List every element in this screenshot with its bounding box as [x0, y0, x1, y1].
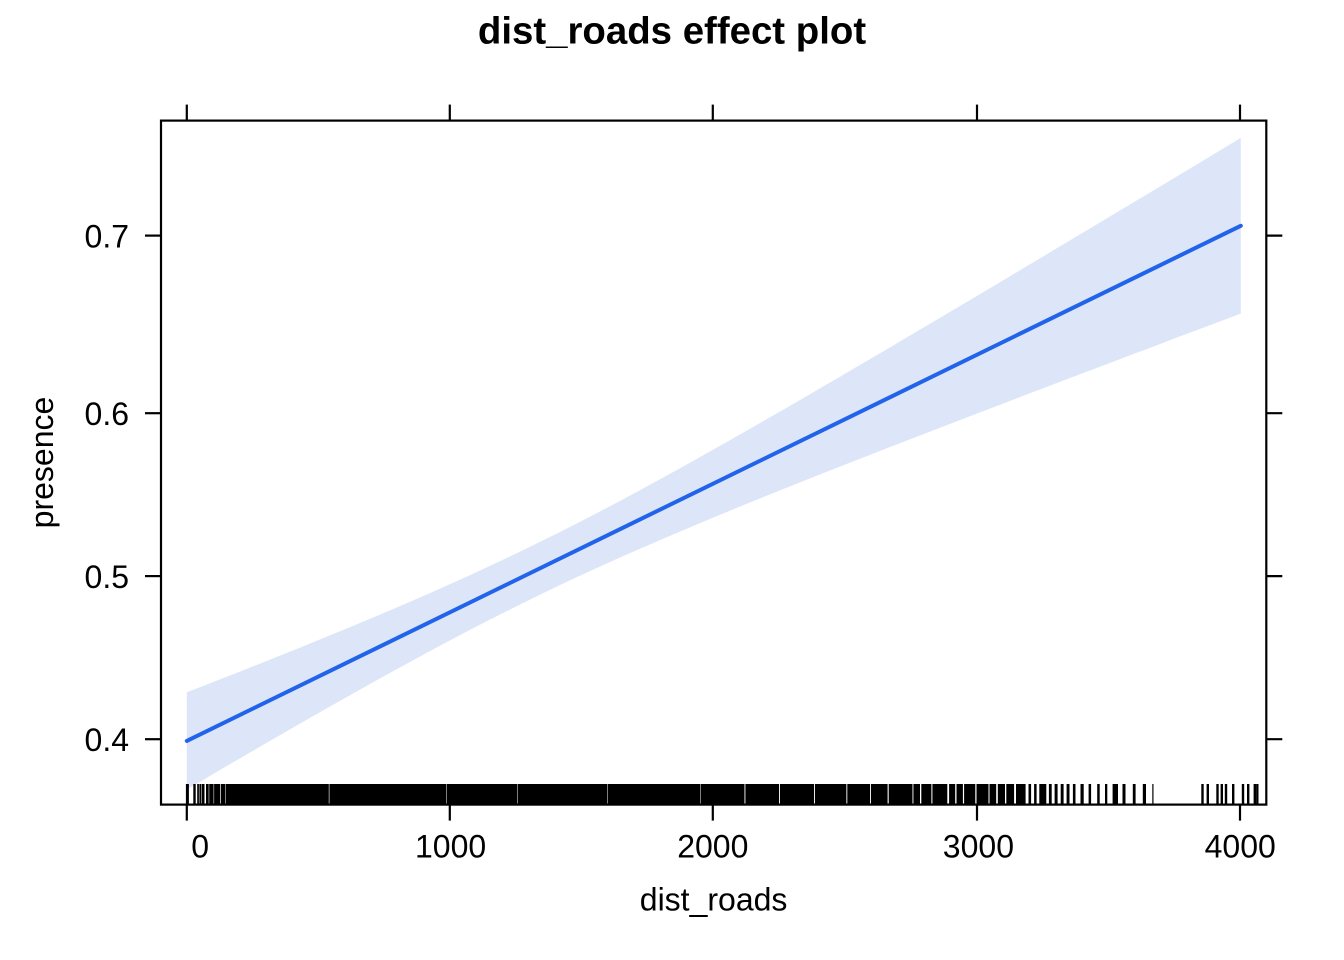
svg-text:dist_roads: dist_roads	[640, 882, 788, 918]
svg-text:2000: 2000	[677, 829, 748, 865]
svg-text:0.6: 0.6	[85, 396, 129, 432]
svg-text:0.7: 0.7	[85, 218, 129, 254]
svg-text:dist_roads effect plot: dist_roads effect plot	[478, 10, 866, 53]
svg-text:0.4: 0.4	[85, 722, 129, 758]
svg-text:0: 0	[191, 829, 209, 865]
svg-text:0.5: 0.5	[85, 559, 129, 595]
svg-text:presence: presence	[24, 397, 60, 529]
svg-text:1000: 1000	[415, 829, 486, 865]
svg-text:3000: 3000	[943, 829, 1014, 865]
svg-text:4000: 4000	[1205, 829, 1276, 865]
